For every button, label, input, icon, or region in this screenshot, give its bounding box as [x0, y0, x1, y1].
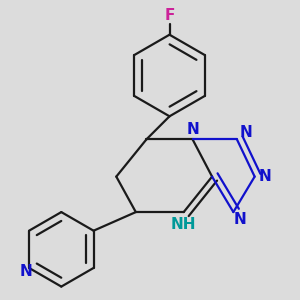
Text: N: N	[20, 264, 33, 279]
Text: N: N	[186, 122, 199, 137]
Text: F: F	[164, 8, 175, 23]
Text: N: N	[240, 125, 253, 140]
Text: NH: NH	[171, 217, 196, 232]
Text: N: N	[234, 212, 247, 227]
Text: N: N	[259, 169, 272, 184]
